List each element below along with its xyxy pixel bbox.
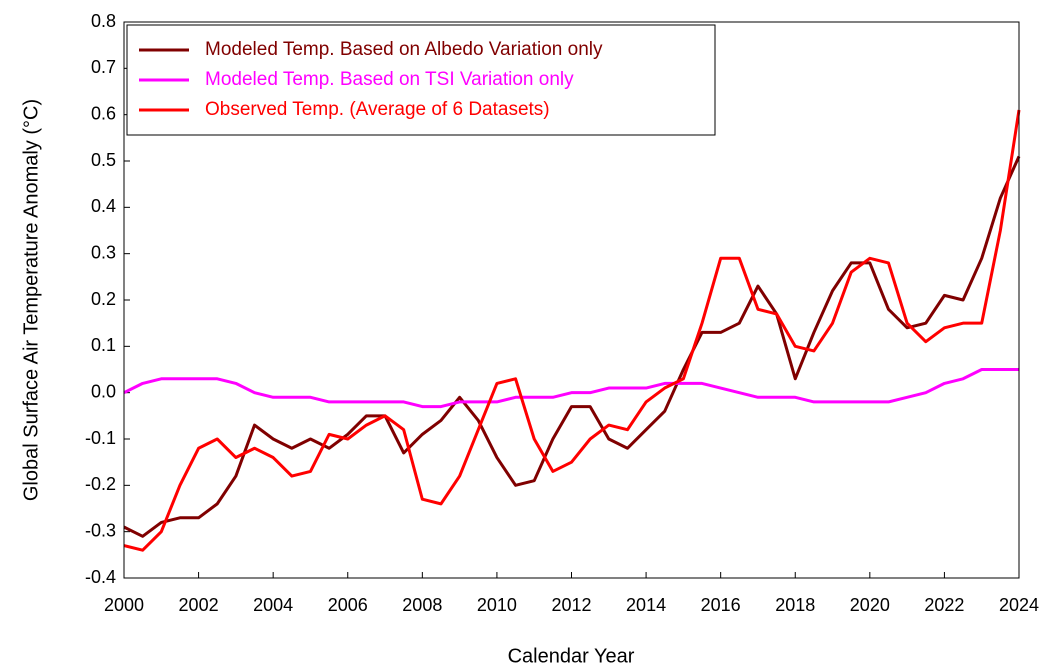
y-tick-label: 0.1 xyxy=(91,335,116,355)
y-tick-label: -0.4 xyxy=(85,567,116,587)
y-tick-label: -0.2 xyxy=(85,474,116,494)
x-tick-label: 2012 xyxy=(551,595,591,615)
series-line xyxy=(123,368,1019,409)
x-tick-label: 2004 xyxy=(253,595,293,615)
legend-box xyxy=(126,24,716,136)
legend-label: Modeled Temp. Based on TSI Variation onl… xyxy=(205,69,574,90)
y-tick-label: 0.4 xyxy=(91,196,116,216)
x-tick-label: 2022 xyxy=(924,595,964,615)
x-axis-title: Calendar Year xyxy=(508,645,635,667)
y-tick-label: 0.0 xyxy=(91,381,116,401)
y-tick-label: 0.2 xyxy=(91,289,116,309)
x-tick-label: 2024 xyxy=(999,595,1039,615)
x-tick-label: 2010 xyxy=(477,595,517,615)
y-tick-label: -0.3 xyxy=(85,520,116,540)
x-tick-label: 2000 xyxy=(104,595,144,615)
y-tick-label: 0.5 xyxy=(91,150,116,170)
x-tick-label: 2014 xyxy=(626,595,666,615)
x-tick-label: 2020 xyxy=(850,595,890,615)
legend-label: Modeled Temp. Based on Albedo Variation … xyxy=(205,39,603,60)
y-tick-label: 0.6 xyxy=(91,103,116,123)
x-tick-label: 2008 xyxy=(402,595,442,615)
legend-label: Observed Temp. (Average of 6 Datasets) xyxy=(205,99,550,120)
x-tick-label: 2016 xyxy=(701,595,741,615)
y-tick-label: 0.7 xyxy=(91,57,116,77)
series-line xyxy=(123,155,1021,538)
y-tick-label: 0.8 xyxy=(91,11,116,31)
y-tick-label: -0.1 xyxy=(85,428,116,448)
y-axis-title: Global Surface Air Temperature Anomaly (… xyxy=(20,99,42,501)
plot-frame xyxy=(123,21,1020,579)
x-tick-label: 2002 xyxy=(179,595,219,615)
y-tick-label: 0.3 xyxy=(91,242,116,262)
series-line xyxy=(123,109,1021,552)
x-tick-label: 2018 xyxy=(775,595,815,615)
x-tick-label: 2006 xyxy=(328,595,368,615)
